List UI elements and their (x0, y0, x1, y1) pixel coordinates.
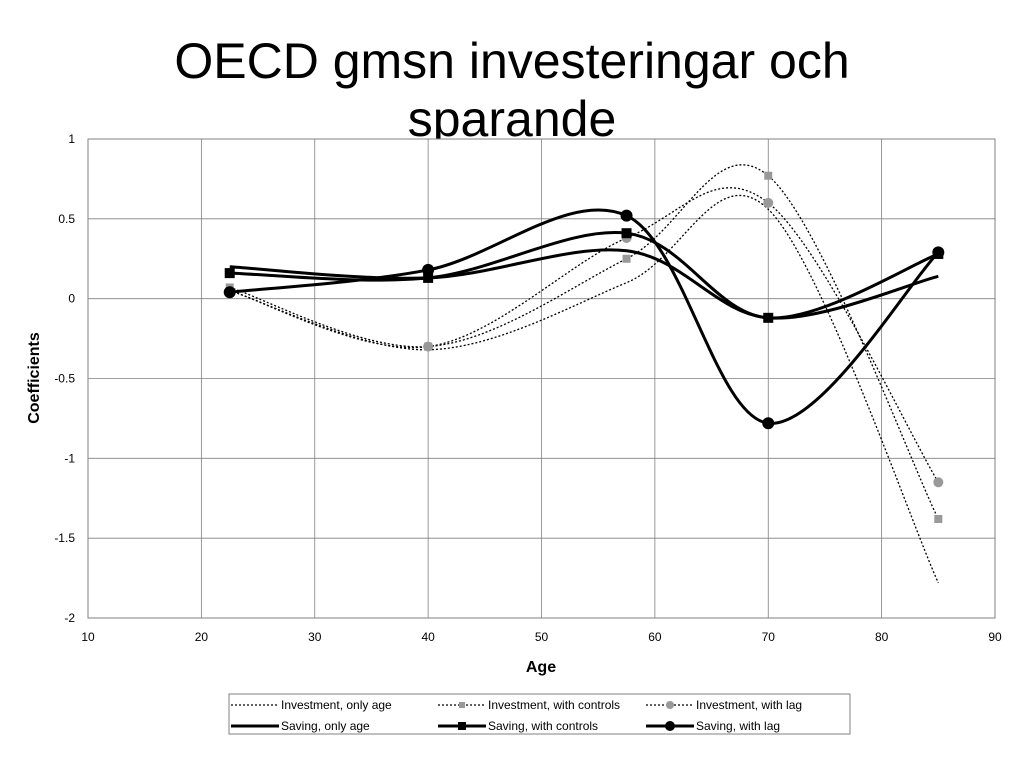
legend-item: Saving, only age (231, 719, 370, 733)
legend-label: Saving, with lag (696, 719, 780, 733)
x-tick-label: 80 (875, 630, 889, 644)
series-marker (621, 228, 632, 239)
y-tick-labels: 1 0.5 0 -0.5 -1 -1.5 -2 (54, 132, 75, 625)
series-marker (933, 477, 944, 488)
y-tick-label: 0 (68, 292, 75, 306)
series-4 (229, 248, 939, 320)
series-marker (622, 254, 631, 263)
y-tick-label: -0.5 (54, 372, 75, 386)
x-tick-label: 20 (195, 630, 209, 644)
legend-label: Investment, with controls (488, 698, 620, 712)
series-marker (224, 268, 235, 279)
y-tick-label: -1 (64, 451, 75, 465)
series-line (229, 248, 939, 320)
legend-label: Investment, with lag (696, 698, 802, 712)
series-marker (223, 286, 236, 299)
series-marker (934, 515, 943, 524)
y-tick-label: 0.5 (58, 212, 75, 226)
legend-frame (228, 693, 851, 735)
series-marker (459, 702, 465, 708)
series-marker (764, 171, 773, 180)
y-tick-label: -2 (64, 611, 75, 625)
x-tick-label: 40 (421, 630, 435, 644)
y-axis-title: Coefficients (26, 332, 43, 424)
series-marker (422, 263, 435, 276)
legend-label: Saving, only age (281, 719, 370, 733)
slide-title-line-1: OECD gmsn investeringar och (174, 33, 850, 89)
y-tick-label: -1.5 (54, 531, 75, 545)
series-marker (665, 721, 675, 731)
x-tick-label: 30 (308, 630, 322, 644)
x-axis-title: Age (526, 659, 556, 676)
series-line (229, 187, 939, 483)
series-marker (932, 246, 945, 259)
x-tick-label: 10 (81, 630, 95, 644)
x-tick-labels: 10 20 30 40 50 60 70 80 90 (81, 630, 1002, 644)
x-tick-label: 70 (762, 630, 776, 644)
series-line (229, 208, 940, 425)
legend-item: Saving, with controls (438, 719, 598, 733)
series-6 (223, 208, 945, 430)
legend-item: Investment, with controls (438, 698, 620, 712)
series-marker (763, 312, 774, 323)
slide-title: OECD gmsn investeringar och sparande (0, 32, 1024, 148)
series-marker (620, 209, 633, 222)
series-marker (458, 722, 466, 730)
legend-item: Investment, only age (231, 698, 392, 712)
legend-item: Saving, with lag (646, 719, 780, 733)
legend-label: Saving, with controls (488, 719, 598, 733)
series-marker (762, 417, 775, 430)
legend: Investment, only age Investment, with con… (228, 693, 851, 735)
series-marker (423, 272, 434, 283)
slide-title-line-2: sparande (407, 91, 617, 147)
x-tick-label: 50 (535, 630, 549, 644)
series-marker (763, 197, 774, 208)
y-tick-label: 1 (68, 132, 75, 146)
legend-item: Investment, with lag (646, 698, 802, 712)
x-tick-label: 90 (988, 630, 1002, 644)
series-layer (223, 164, 945, 584)
legend-label: Investment, only age (281, 698, 392, 712)
x-tick-label: 60 (648, 630, 662, 644)
series-marker (423, 341, 434, 352)
series-marker (666, 701, 674, 709)
gridlines (87, 138, 996, 619)
